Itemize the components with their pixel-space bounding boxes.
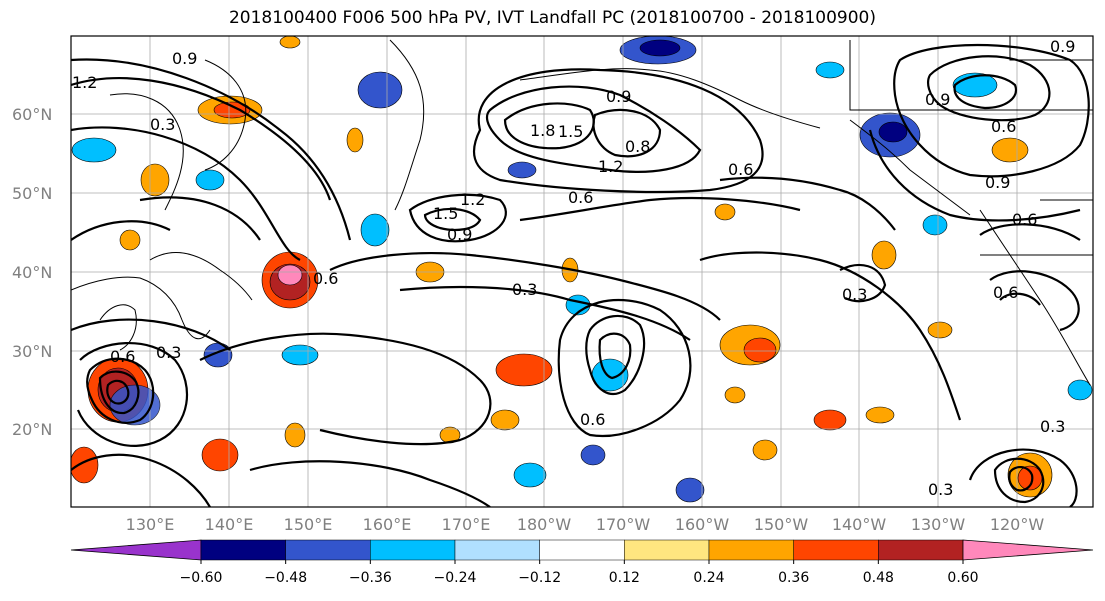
contour-label: 1.5 [558,122,583,141]
contour-label: 0.3 [842,285,867,304]
contour-label: 0.3 [150,115,175,134]
lon-label: 170°E [442,515,491,534]
lon-label: 160°E [363,515,412,534]
colorbar-tick-label: −0.36 [349,570,392,586]
contour-label: 0.6 [110,347,135,366]
colorbar: −0.60 −0.48 −0.36 −0.24 −0.12 0.12 0.24 0.36 0.4… [70,539,1094,586]
contour-label: 1.5 [433,204,458,223]
contour-label: 0.6 [580,410,605,429]
contour-labels: 0.9 1.2 0.3 0.9 1.8 1.5 0.8 1.2 0.9 0.6 … [72,37,1075,499]
map-title: 2018100400 F006 500 hPa PV, IVT Landfall… [228,8,876,28]
colorbar-tick-label: 0.60 [947,570,978,586]
contour-label: 0.6 [993,283,1018,302]
contour-label: 0.3 [156,343,181,362]
colorbar-tick-label: −0.60 [180,570,223,586]
lat-label: 40°N [12,263,52,282]
colorbar-extend-min [70,539,202,561]
colorbar-tick-label: −0.24 [434,570,477,586]
contour-label: 0.6 [991,117,1016,136]
colorbar-segment [539,539,625,561]
contour-label: 0.8 [625,137,650,156]
contour-label: 0.9 [1050,37,1075,56]
map-frame [70,35,1094,508]
lon-label: 130°E [126,515,175,534]
colorbar-segment [454,539,540,561]
contour-label: 1.8 [530,121,555,140]
contour-label: 0.9 [172,49,197,68]
colorbar-segment [624,539,710,561]
contour-label: 0.9 [925,90,950,109]
colorbar-segment [370,539,456,561]
lat-axis: 60°N 50°N 40°N 30°N 20°N [12,105,52,439]
contour-label: 0.6 [1012,210,1037,229]
colorbar-segment [285,539,371,561]
contour-label: 1.2 [598,157,623,176]
contour-label: 1.2 [460,190,485,209]
lon-axis: 130°E 140°E 150°E 160°E 170°E 180°W 170°… [126,515,1045,534]
contour-label: 0.6 [313,269,338,288]
lon-label: 150°E [284,515,333,534]
coastlines [71,36,1093,386]
contour-label: 0.3 [512,280,537,299]
colorbar-segment [708,539,794,561]
colorbar-segments [70,539,1094,561]
lon-label: 120°W [990,515,1045,534]
contour-label: 0.6 [728,160,753,179]
contour-label: 0.9 [447,225,472,244]
gridlines [71,36,1093,507]
colorbar-tick-label: 0.24 [693,570,724,586]
contour-label: 1.2 [72,73,97,92]
lon-label: 140°W [832,515,887,534]
pv-contours [71,43,1090,507]
colorbar-segment [200,539,286,561]
lat-label: 50°N [12,184,52,203]
colorbar-segment [793,539,879,561]
colorbar-tick-label: 0.12 [609,570,640,586]
map-panel: 0.9 1.2 0.3 0.9 1.8 1.5 0.8 1.2 0.9 0.6 … [71,36,1093,507]
contour-label: 0.6 [568,188,593,207]
contour-label: 0.3 [1040,417,1065,436]
colorbar-segment [878,539,964,561]
colorbar-extend-max [962,539,1094,561]
colorbar-tick-label: 0.48 [863,570,894,586]
lon-label: 180°W [517,515,572,534]
contour-label: 0.9 [985,173,1010,192]
lat-label: 60°N [12,105,52,124]
colorbar-ticks: −0.60 −0.48 −0.36 −0.24 −0.12 0.12 0.24 0.36 0.4… [180,560,979,586]
colorbar-tick-label: −0.48 [264,570,307,586]
lat-label: 20°N [12,420,52,439]
lon-label: 150°W [754,515,809,534]
lon-label: 160°W [675,515,730,534]
lat-label: 30°N [12,342,52,361]
lon-label: 140°E [205,515,254,534]
lon-label: 170°W [596,515,651,534]
contour-label: 0.9 [606,87,631,106]
colorbar-tick-label: 0.36 [778,570,809,586]
contour-label: 0.3 [928,480,953,499]
colorbar-tick-label: −0.12 [518,570,561,586]
lon-label: 130°W [911,515,966,534]
